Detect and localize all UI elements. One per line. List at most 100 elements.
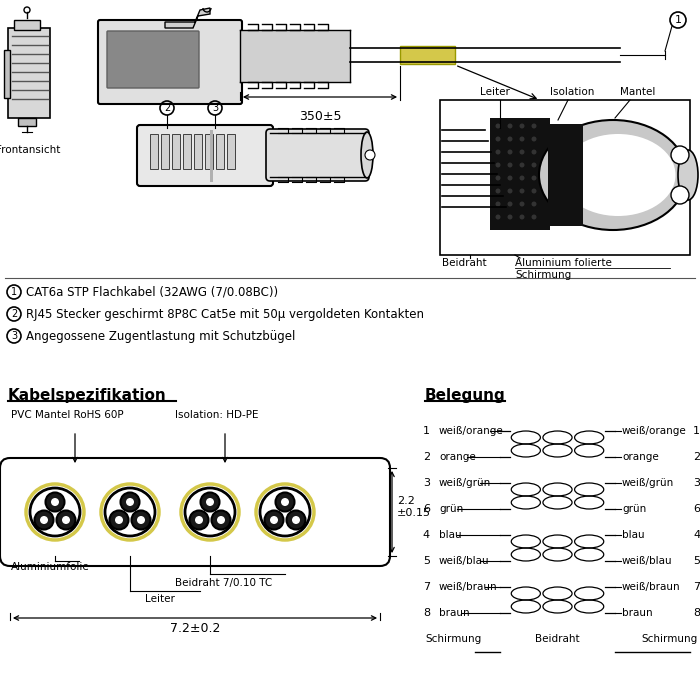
Text: 5: 5 [423,556,430,566]
Ellipse shape [539,120,687,230]
Circle shape [519,162,524,168]
Bar [210,130,213,182]
Ellipse shape [561,134,676,216]
Bar [400,46,455,64]
Text: orange: orange [439,452,476,462]
Bar [14,20,40,30]
Text: RJ45 Stecker geschirmt 8P8C Cat5e mit 50µ vergoldeten Kontakten: RJ45 Stecker geschirmt 8P8C Cat5e mit 50… [26,308,424,321]
Bar [440,100,690,255]
Circle shape [508,136,512,142]
Circle shape [62,516,70,524]
Text: Schirmung: Schirmung [642,634,698,644]
Circle shape [531,175,536,181]
Circle shape [190,510,209,530]
Text: Angegossene Zugentlastung mit Schutzbügel: Angegossene Zugentlastung mit Schutzbüge… [26,329,295,342]
Bar [227,134,235,169]
Circle shape [40,516,48,524]
Circle shape [109,510,129,530]
Circle shape [531,188,536,193]
Circle shape [211,510,230,530]
Circle shape [57,510,76,530]
Bar [161,134,169,169]
Circle shape [508,201,512,206]
Circle shape [217,516,225,524]
Text: Aluminiumfolie: Aluminiumfolie [11,562,90,572]
Circle shape [496,162,500,168]
Bar [240,30,350,82]
Text: Schirmung: Schirmung [425,634,482,644]
Text: blau: blau [439,530,461,540]
Text: PVC Mantel RoHS 60P: PVC Mantel RoHS 60P [11,410,124,420]
Text: Isolation: Isolation [550,87,594,97]
Text: Beidraht 7/0.10 TC: Beidraht 7/0.10 TC [175,578,272,588]
Circle shape [519,201,524,206]
Circle shape [496,123,500,129]
Text: orange: orange [622,452,659,462]
Text: 6: 6 [423,504,430,514]
Bar [150,134,158,169]
Text: 7: 7 [693,582,700,592]
Bar [548,124,583,226]
Bar [4,50,10,98]
FancyBboxPatch shape [107,31,199,88]
Text: weiß/blau: weiß/blau [439,556,489,566]
Circle shape [496,175,500,181]
Circle shape [531,123,536,129]
Bar [216,134,224,169]
Circle shape [286,510,305,530]
Circle shape [508,188,512,193]
FancyBboxPatch shape [137,125,273,186]
Text: 2.2
±0.15: 2.2 ±0.15 [397,496,431,518]
Ellipse shape [678,150,698,200]
Text: Schirmung: Schirmung [515,270,571,280]
Bar [8,28,50,118]
Bar [490,118,550,230]
Bar [205,134,213,169]
Ellipse shape [181,484,239,540]
FancyBboxPatch shape [266,129,369,181]
Text: 8: 8 [693,608,700,618]
Circle shape [531,214,536,219]
Circle shape [195,516,203,524]
Text: 1: 1 [693,426,700,436]
Ellipse shape [361,132,373,178]
Bar [18,118,36,126]
Text: 1: 1 [423,426,430,436]
Circle shape [126,498,134,506]
Circle shape [120,493,139,512]
Text: 3: 3 [423,478,430,488]
Circle shape [46,493,64,512]
Bar [108,32,198,87]
Text: 7: 7 [423,582,430,592]
Text: 5: 5 [693,556,700,566]
Circle shape [51,498,59,506]
Text: 2: 2 [423,452,430,462]
Text: grün: grün [439,504,463,514]
Text: Aluminium folierte: Aluminium folierte [515,258,612,268]
Circle shape [281,498,289,506]
Circle shape [496,149,500,155]
Ellipse shape [26,484,84,540]
Text: weiß/orange: weiß/orange [622,426,687,436]
Circle shape [276,493,295,512]
Circle shape [508,175,512,181]
Circle shape [34,510,53,530]
Text: 350±5: 350±5 [299,110,342,123]
Circle shape [519,214,524,219]
Text: 6: 6 [693,504,700,514]
Circle shape [519,123,524,129]
Text: Leiter: Leiter [480,87,510,97]
Text: Isolation: HD-PE: Isolation: HD-PE [175,410,258,420]
Text: 2: 2 [693,452,700,462]
Circle shape [496,201,500,206]
Ellipse shape [101,484,159,540]
Circle shape [137,516,145,524]
Circle shape [200,493,220,512]
Bar [183,134,191,169]
Circle shape [519,188,524,193]
Circle shape [115,516,123,524]
Circle shape [265,510,284,530]
Circle shape [531,149,536,155]
Text: 1: 1 [11,287,17,297]
Text: weiß/orange: weiß/orange [439,426,504,436]
